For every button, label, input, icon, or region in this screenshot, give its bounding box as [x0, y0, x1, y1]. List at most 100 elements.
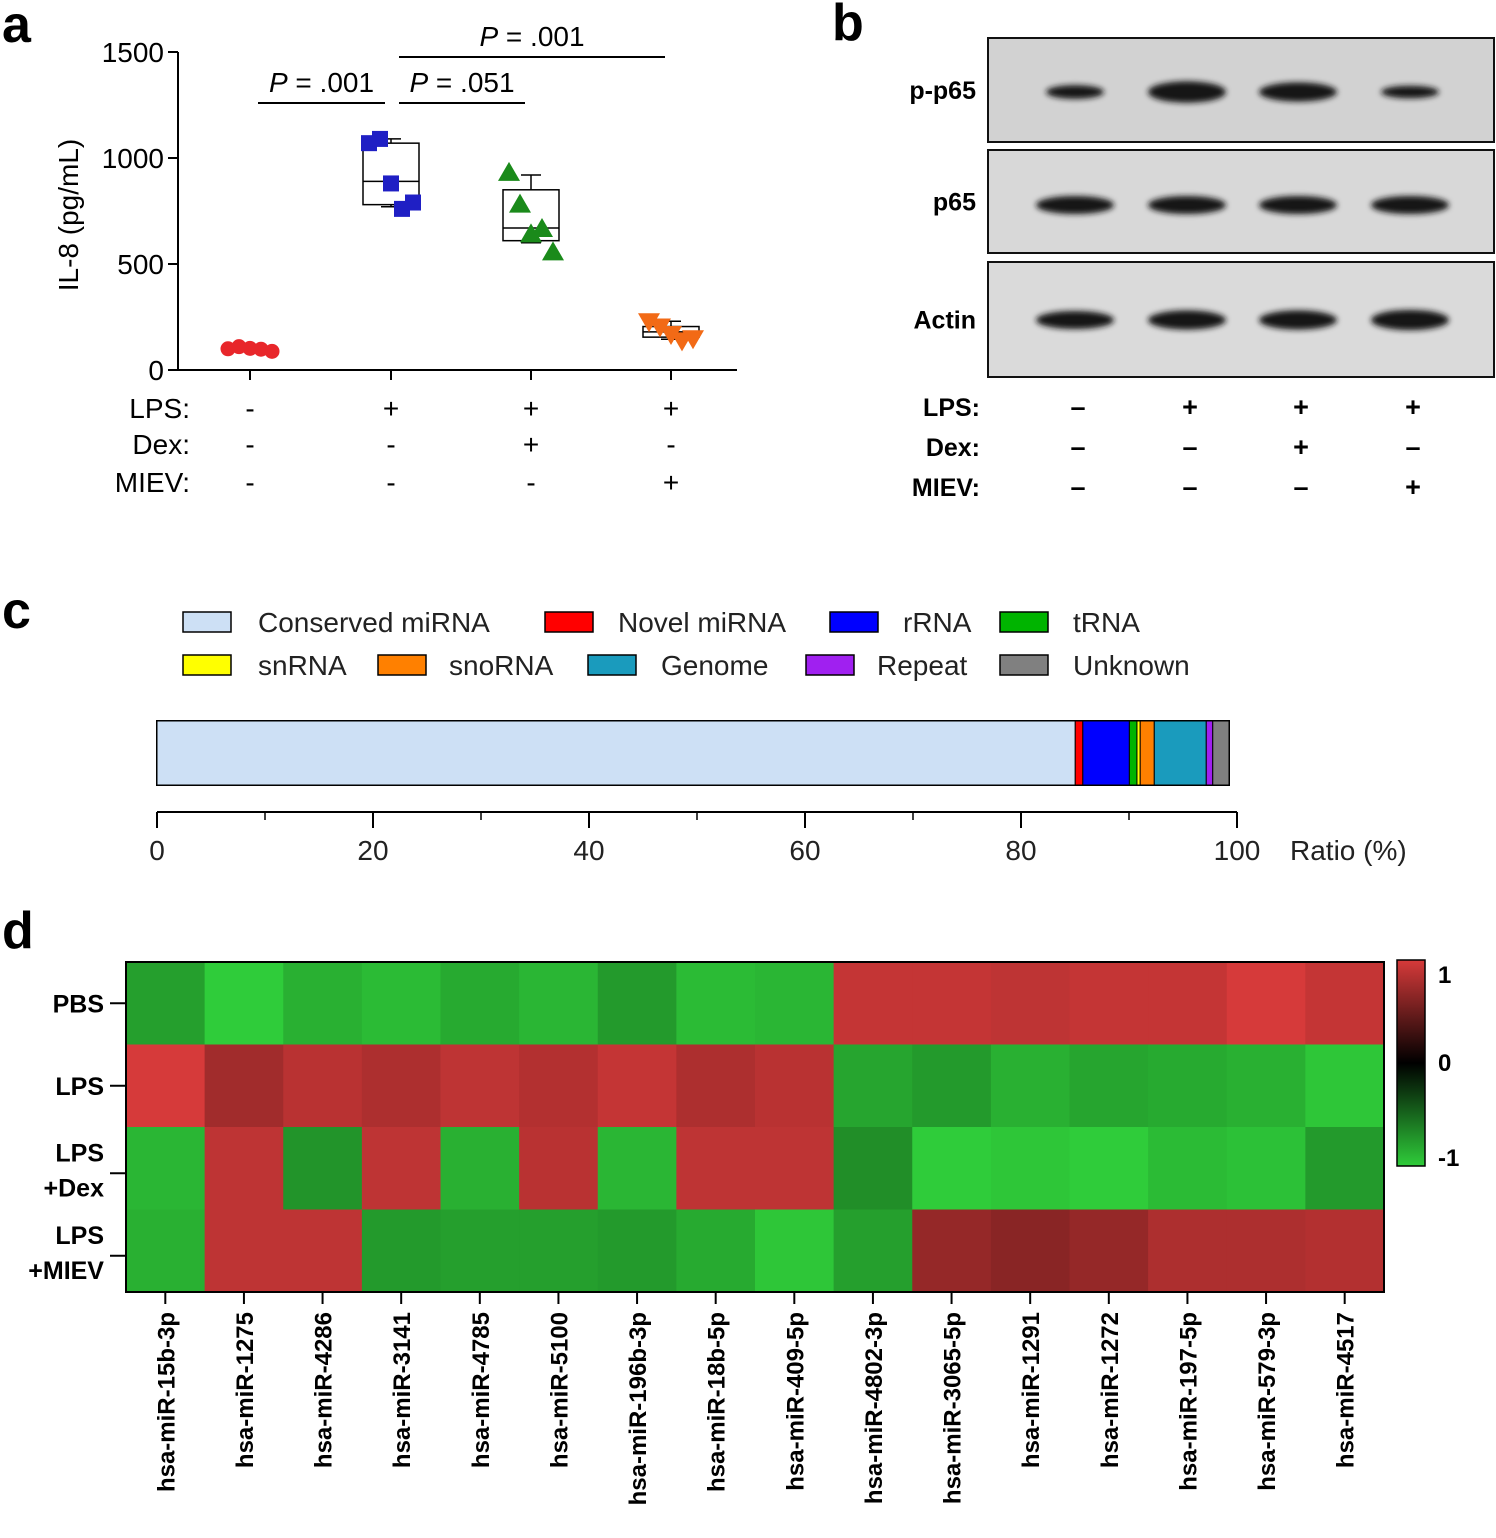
heatmap-cell [440, 1127, 520, 1211]
heatmap-cell [1069, 1127, 1149, 1211]
heatmap-cell [833, 962, 913, 1046]
heatmap-cell [676, 1044, 756, 1128]
condition-value: – [1070, 432, 1085, 462]
data-point [542, 241, 564, 261]
heatmap-cell [361, 962, 442, 1046]
condition-value: – [1070, 472, 1085, 502]
heatmap-column-label: hsa-miR-4286 [311, 1312, 338, 1468]
legend-label: Repeat [877, 650, 968, 681]
heatmap-column-label: hsa-miR-4517 [1333, 1312, 1360, 1468]
blot-band [1148, 195, 1226, 215]
heatmap-cell [755, 1209, 835, 1293]
heatmap-column-label: hsa-miR-4802-3p [861, 1312, 888, 1504]
il8-scatter-chart: IL-8 (pg/mL) 0 500 1000 1500 P = .001 P = .0… [53, 21, 737, 498]
panel-label-a: a [2, 0, 32, 54]
heatmap-column-label: hsa-miR-196b-3p [625, 1312, 652, 1505]
x-tick-label: 0 [149, 835, 165, 866]
panel-label-c: c [2, 582, 31, 640]
legend-swatch [999, 611, 1049, 633]
heatmap-cell [1305, 1127, 1385, 1211]
heatmap-row-label: +Dex [44, 1174, 105, 1202]
condition-value: – [1182, 472, 1197, 502]
data-point [264, 343, 280, 359]
legend-label: snRNA [258, 650, 347, 681]
blot-band [1148, 310, 1226, 330]
condition-value: - [666, 429, 675, 460]
heatmap-cell [440, 1044, 520, 1128]
legend-swatch [805, 654, 855, 676]
condition-row-label: LPS: [129, 393, 190, 424]
data-point [649, 318, 671, 338]
legend-swatch [182, 611, 232, 633]
data-point [520, 223, 542, 243]
condition-value: - [245, 429, 254, 460]
colorbar-tick-label: 1 [1438, 962, 1451, 989]
blot-band [1259, 82, 1337, 102]
heatmap-cell [1148, 1127, 1228, 1211]
western-blot: p-p65 p65 Actin LPS: – + + + Dex: – – + – MIEV: – – – + [909, 37, 1495, 502]
condition-row-label: MIEV: [912, 474, 980, 502]
heatmap-cell [755, 1127, 835, 1211]
condition-value: + [523, 393, 539, 424]
significance-label: P = .051 [409, 67, 514, 98]
heatmap-cell [126, 1044, 206, 1128]
heatmap-cell [283, 962, 363, 1046]
heatmap-cell [361, 1127, 442, 1211]
heatmap-cell [676, 962, 756, 1046]
data-point [405, 194, 421, 211]
condition-value: - [386, 467, 395, 498]
blot-band [1259, 195, 1337, 215]
blot-band [1381, 85, 1439, 99]
heatmap-cell [990, 962, 1071, 1046]
colorbar-tick-label: 0 [1438, 1050, 1451, 1077]
heatmap-cell [912, 1044, 992, 1128]
x-tick-label: 80 [1005, 835, 1036, 866]
heatmap-cell [912, 962, 992, 1046]
heatmap-column-label: hsa-miR-5100 [546, 1312, 573, 1468]
condition-value: – [1070, 392, 1085, 422]
box [362, 142, 420, 206]
heatmap-cell [1226, 1044, 1306, 1128]
legend-label: tRNA [1073, 607, 1140, 638]
heatmap-cell [990, 1209, 1071, 1293]
data-point [531, 218, 553, 238]
significance-label: P = .001 [479, 21, 584, 52]
condition-value: – [1293, 472, 1308, 502]
data-point [242, 340, 258, 356]
legend-swatch [829, 611, 879, 633]
blot-band [1046, 85, 1104, 99]
condition-row-label: MIEV: [115, 467, 190, 498]
heatmap-column-label: hsa-miR-18b-5p [704, 1312, 731, 1492]
heatmap-cell [676, 1209, 756, 1293]
data-point [372, 130, 388, 147]
heatmap-cell [440, 1209, 520, 1293]
legend-label: Conserved miRNA [258, 607, 490, 638]
blot-row-label: p-p65 [909, 77, 976, 105]
heatmap-cell [519, 962, 599, 1046]
blot-row-label: p65 [933, 189, 976, 217]
condition-value: + [1405, 392, 1421, 422]
heatmap-cell [1305, 1044, 1385, 1128]
legend-swatch [999, 654, 1049, 676]
heatmap-column-label: hsa-miR-15b-3p [153, 1312, 180, 1492]
data-point [682, 330, 704, 350]
heatmap-cell [204, 1209, 284, 1293]
bar-segment [1128, 720, 1138, 786]
data-point [660, 325, 682, 345]
legend-swatch [544, 611, 594, 633]
blot-band [1036, 195, 1114, 215]
blot-band [1036, 310, 1114, 330]
bar-segment [1205, 720, 1214, 786]
heatmap-cell [833, 1044, 913, 1128]
heatmap-row-label: LPS [55, 1139, 104, 1167]
bar-segment [1082, 720, 1130, 786]
condition-value: + [1405, 472, 1421, 502]
condition-row-label: Dex: [926, 434, 980, 462]
heatmap-cell [597, 962, 677, 1046]
heatmap-row-label: LPS [55, 1073, 104, 1101]
condition-value: + [523, 429, 539, 460]
data-point [498, 161, 520, 181]
condition-value: + [383, 393, 399, 424]
mirna-heatmap: PBS LPS LPS +Dex LPS +MIEV hsa-miR-15b-3p hsa-… [28, 959, 1459, 1505]
blot-band [1371, 309, 1449, 331]
